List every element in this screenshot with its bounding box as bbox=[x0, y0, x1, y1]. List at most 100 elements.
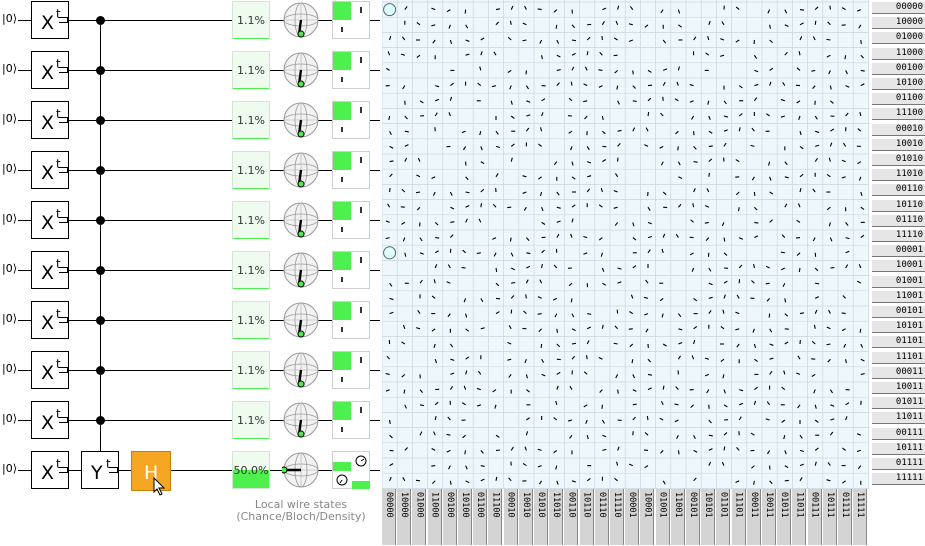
qubit-initial-state[interactable]: |0⟩ bbox=[2, 112, 17, 125]
bloch-sphere[interactable] bbox=[282, 201, 320, 239]
gate-symbol: X bbox=[41, 112, 55, 134]
qubit-initial-state[interactable]: |0⟩ bbox=[2, 12, 17, 25]
matrix-col-text: 01111 bbox=[840, 492, 850, 518]
matrix-col-label: 00011 bbox=[746, 489, 761, 545]
bloch-sphere[interactable] bbox=[282, 101, 320, 139]
density-matrix[interactable] bbox=[332, 1, 370, 39]
control-dot[interactable] bbox=[96, 266, 105, 275]
chance-display[interactable]: 1.1% bbox=[232, 201, 270, 239]
qubit-initial-state[interactable]: |0⟩ bbox=[2, 462, 17, 475]
bloch-sphere[interactable] bbox=[282, 401, 320, 439]
bloch-sphere[interactable] bbox=[282, 1, 320, 39]
gate-symbol: X bbox=[41, 412, 55, 434]
matrix-row-label: 10110 bbox=[872, 199, 925, 212]
density-matrix[interactable] bbox=[332, 251, 370, 289]
density-matrix[interactable] bbox=[332, 101, 370, 139]
matrix-col-label: 11101 bbox=[731, 489, 746, 545]
qubit-initial-state[interactable]: |0⟩ bbox=[2, 162, 17, 175]
density-matrix[interactable] bbox=[332, 201, 370, 239]
chance-display[interactable]: 1.1% bbox=[232, 351, 270, 389]
density-matrix[interactable] bbox=[332, 51, 370, 89]
bloch-sphere[interactable] bbox=[282, 151, 320, 189]
matrix-col-text: 01100 bbox=[475, 492, 486, 518]
qubit-initial-state[interactable]: |0⟩ bbox=[2, 362, 17, 375]
matrix-col-label: 01001 bbox=[655, 489, 670, 545]
chance-display[interactable]: 1.1% bbox=[232, 401, 270, 439]
matrix-col-label: 01100 bbox=[473, 489, 488, 545]
chance-value: 1.1% bbox=[237, 164, 265, 177]
matrix-row-label: 00010 bbox=[872, 123, 925, 136]
gate-exponent: t bbox=[56, 207, 61, 221]
matrix-row-label: 10101 bbox=[872, 321, 925, 334]
density-cell bbox=[333, 302, 351, 320]
matrix-col-text: 00110 bbox=[566, 492, 577, 518]
matrix-col-text: 00001 bbox=[627, 492, 638, 518]
density-matrix[interactable] bbox=[332, 401, 370, 439]
chance-display[interactable]: 50.0% bbox=[232, 451, 270, 489]
time-icon bbox=[59, 367, 68, 373]
chance-display[interactable]: 1.1% bbox=[232, 301, 270, 339]
matrix-col-label: 10001 bbox=[640, 489, 655, 545]
density-matrix[interactable] bbox=[332, 301, 370, 339]
density-matrix[interactable] bbox=[332, 151, 370, 189]
time-icon bbox=[59, 167, 68, 173]
matrix-row-label: 01011 bbox=[872, 397, 925, 410]
matrix-row-label: 00100 bbox=[872, 62, 925, 75]
qubit-initial-state[interactable]: |0⟩ bbox=[2, 412, 17, 425]
chance-display[interactable]: 1.1% bbox=[232, 51, 270, 89]
control-dot[interactable] bbox=[96, 216, 105, 225]
gate-exponent: t bbox=[56, 457, 61, 471]
hadamard-gate[interactable]: H bbox=[131, 451, 171, 491]
matrix-col-label: 11110 bbox=[610, 489, 624, 545]
qubit-initial-state[interactable]: |0⟩ bbox=[2, 212, 17, 225]
matrix-col-text: 01101 bbox=[718, 492, 729, 518]
density-matrix[interactable] bbox=[332, 351, 370, 389]
matrix-row-label: 01111 bbox=[872, 458, 925, 470]
gate-symbol: X bbox=[41, 212, 55, 234]
control-dot[interactable] bbox=[96, 166, 105, 175]
matrix-col-text: 01001 bbox=[657, 492, 668, 518]
matrix-row-label: 01101 bbox=[872, 336, 925, 349]
control-dot[interactable] bbox=[96, 16, 105, 25]
chance-display[interactable]: 1.1% bbox=[232, 251, 270, 289]
gate-symbol: X bbox=[41, 262, 55, 284]
control-dot[interactable] bbox=[96, 66, 105, 75]
qubit-wire bbox=[18, 370, 380, 371]
qubit-initial-state[interactable]: |0⟩ bbox=[2, 312, 17, 325]
bloch-sphere[interactable] bbox=[282, 351, 320, 389]
qubit-wire bbox=[18, 20, 380, 21]
bloch-sphere[interactable] bbox=[282, 301, 320, 339]
bloch-sphere[interactable] bbox=[282, 51, 320, 89]
matrix-row-label: 00110 bbox=[872, 184, 925, 197]
bloch-sphere[interactable] bbox=[282, 451, 320, 489]
control-dot[interactable] bbox=[96, 416, 105, 425]
chance-display[interactable]: 1.1% bbox=[232, 101, 270, 139]
chance-value: 1.1% bbox=[237, 14, 265, 27]
chance-display[interactable]: 1.1% bbox=[232, 1, 270, 39]
gate-exponent: t bbox=[56, 257, 61, 271]
matrix-col-text: 10101 bbox=[703, 492, 714, 518]
amplitude-grid[interactable] bbox=[382, 0, 872, 489]
qubit-initial-state[interactable]: |0⟩ bbox=[2, 62, 17, 75]
bloch-sphere[interactable] bbox=[282, 251, 320, 289]
matrix-col-label: 11111 bbox=[853, 489, 868, 545]
control-dot[interactable] bbox=[96, 316, 105, 325]
qubit-initial-state[interactable]: |0⟩ bbox=[2, 262, 17, 275]
control-dot[interactable] bbox=[96, 116, 105, 125]
matrix-row-label: 10100 bbox=[872, 78, 925, 90]
chance-display[interactable]: 1.1% bbox=[232, 151, 270, 189]
density-matrix[interactable] bbox=[332, 451, 370, 489]
control-dot[interactable] bbox=[96, 366, 105, 375]
matrix-col-text: 00111 bbox=[809, 492, 820, 518]
